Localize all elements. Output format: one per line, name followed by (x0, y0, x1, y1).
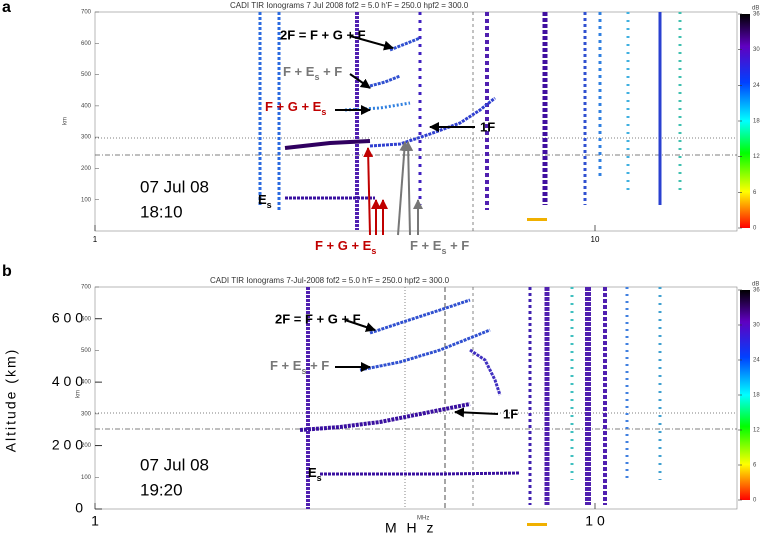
panel-label: a (2, 0, 11, 16)
y-tick-label: 400 (81, 103, 92, 109)
x-unit: MHz (417, 516, 429, 522)
y-tick-label-major: 4 0 0 (52, 373, 83, 389)
y-unit: km (63, 117, 69, 125)
colorbar-tick-label: 12 (753, 428, 760, 434)
colorbar-unit: dB (752, 6, 759, 12)
y-tick-label: 700 (81, 10, 92, 16)
date: 07 Jul 08 (140, 455, 209, 474)
colorbar-tick-label: 30 (753, 47, 760, 53)
annotation: 2F = F + G + F (280, 27, 366, 42)
x-tick-label: 1 (93, 235, 98, 244)
y-tick-label-major: 6 0 0 (52, 309, 83, 325)
colorbar-tick-label: 0 (753, 226, 757, 232)
time: 18:10 (140, 202, 183, 221)
y-tick-label: 600 (81, 316, 92, 322)
annotation: Es (258, 192, 272, 210)
panel-b: b CADI TIR Ionograms 7-Jul-2008 fof2 = 5… (2, 263, 759, 535)
date: 07 Jul 08 (140, 177, 209, 196)
colorbar-tick-label: 12 (753, 154, 760, 160)
arrow (349, 73, 371, 89)
y-tick-label: 200 (81, 166, 92, 172)
colorbar-tick-label: 18 (753, 393, 760, 399)
annotation: Es (308, 465, 322, 483)
y-axis-title: Altitude (km) (3, 348, 19, 453)
annotation: 2F = F + G + F (275, 311, 361, 326)
ionogram-traces (299, 287, 662, 526)
colorbar (740, 14, 750, 228)
annotation: F + Es + F (410, 238, 469, 256)
x-tick-label: 10 (591, 235, 600, 244)
colorbar-tick-label: 6 (753, 190, 757, 196)
y-tick-label-major: 0 (75, 500, 83, 516)
time: 19:20 (140, 480, 183, 499)
y-tick-label: 700 (81, 285, 92, 291)
colorbar-tick-label: 24 (753, 358, 760, 364)
panel-label: b (2, 263, 12, 280)
panel-a: a CADI TIR Ionograms 7 Jul 2008 fof2 = 5… (2, 0, 759, 256)
y-tick-label: 300 (81, 411, 92, 417)
arrow (349, 35, 394, 51)
header: CADI TIR Ionograms 7 Jul 2008 fof2 = 5.0… (230, 1, 469, 10)
x-tick-label: 1 0 (585, 513, 605, 529)
y-tick-label: 600 (81, 41, 92, 47)
y-tick-label: 100 (81, 197, 92, 203)
y-tick-label: 500 (81, 72, 92, 78)
ionogram-traces (258, 12, 682, 230)
y-tick-label: 100 (81, 475, 92, 481)
y-tick-label: 200 (81, 443, 92, 449)
colorbar-tick-label: 36 (753, 12, 760, 18)
y-tick-label: 500 (81, 348, 92, 354)
y-tick-label-major: 2 0 0 (52, 436, 83, 452)
annotation: F + G + Es (265, 99, 326, 117)
colorbar-tick-label: 6 (753, 463, 757, 469)
x-tick-label: 1 (91, 513, 99, 529)
annotation: F + G + Es (315, 238, 376, 256)
annotation: 1F (503, 406, 518, 421)
colorbar-tick-label: 18 (753, 119, 760, 125)
arrows (363, 141, 423, 236)
arrow (454, 407, 499, 418)
annotation: F + Es + F (270, 358, 329, 376)
annotation: F + Es + F (283, 64, 342, 82)
annotation: 1F (480, 119, 495, 134)
x-axis-title: M H z (385, 520, 437, 536)
colorbar-tick-label: 24 (753, 83, 760, 89)
colorbar-unit: dB (752, 282, 759, 288)
plot-frame (94, 286, 738, 510)
plot-frame (94, 11, 738, 232)
y-tick-label: 300 (81, 135, 92, 141)
colorbar (740, 290, 750, 500)
header: CADI TIR Ionograms 7-Jul-2008 fof2 = 5.0… (210, 276, 450, 285)
arrow (344, 319, 376, 332)
colorbar-tick-label: 30 (753, 323, 760, 329)
y-unit: km (76, 390, 82, 398)
y-tick-label: 400 (81, 380, 92, 386)
colorbar-tick-label: 0 (753, 498, 757, 504)
colorbar-tick-label: 36 (753, 288, 760, 294)
